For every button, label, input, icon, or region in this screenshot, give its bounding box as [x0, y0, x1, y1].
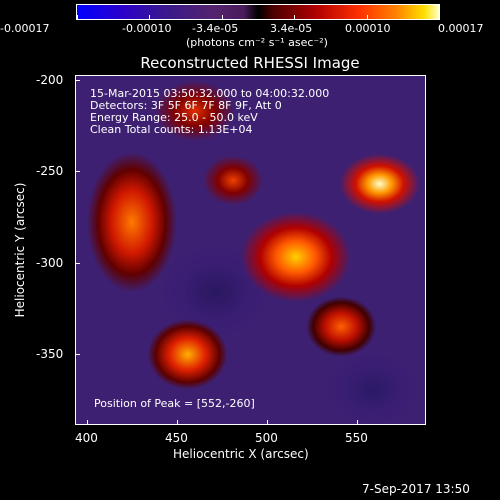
plot-title: Reconstructed RHESSI Image [140, 54, 360, 72]
x-tick-label: 400 [75, 431, 98, 445]
y-tick [75, 354, 80, 355]
y-tick [75, 80, 80, 81]
x-tick-label: 500 [255, 431, 278, 445]
time-range-text: 15-Mar-2015 03:50:32.000 to 04:00:32.000 [90, 87, 330, 100]
colorbar-tick-label: 3.4e-05 [270, 22, 313, 35]
x-tick [357, 420, 358, 425]
y-tick [75, 263, 80, 264]
y-axis-title: Heliocentric Y (arcsec) [13, 182, 27, 318]
peak-position-text: Position of Peak = [552,-260] [94, 397, 255, 410]
x-tick [87, 420, 88, 425]
y-tick-label: -200 [36, 73, 64, 87]
x-tick [177, 420, 178, 425]
image-plot: 15-Mar-2015 03:50:32.000 to 04:00:32.000… [75, 75, 426, 425]
colorbar-tick-label: 0.00010 [345, 22, 391, 35]
colorbar-tick-label: 0.00017 [438, 22, 484, 35]
colorbar [76, 4, 440, 20]
y-tick-label: -350 [36, 347, 64, 361]
colorbar-tick-label: -0.00017 [0, 22, 50, 35]
colorbar-tick-label: -3.4e-05 [192, 22, 239, 35]
counts-text: Clean Total counts: 1.13E+04 [90, 123, 253, 136]
timestamp: 7-Sep-2017 13:50 [362, 482, 470, 496]
y-tick-label: -300 [36, 256, 64, 270]
x-tick [267, 420, 268, 425]
x-tick-label: 450 [165, 431, 188, 445]
x-tick-label: 550 [345, 431, 368, 445]
colorbar-tick-label: -0.00010 [122, 22, 172, 35]
energy-range-text: Energy Range: 25.0 - 50.0 keV [90, 111, 258, 124]
y-tick [75, 171, 80, 172]
colorbar-unit-label: (photons cm⁻² s⁻¹ asec⁻²) [186, 36, 328, 49]
x-axis-title: Heliocentric X (arcsec) [173, 447, 309, 461]
rhessi-image [76, 76, 425, 424]
detectors-text: Detectors: 3F 5F 6F 7F 8F 9F, Att 0 [90, 99, 282, 112]
y-tick-label: -250 [36, 164, 64, 178]
